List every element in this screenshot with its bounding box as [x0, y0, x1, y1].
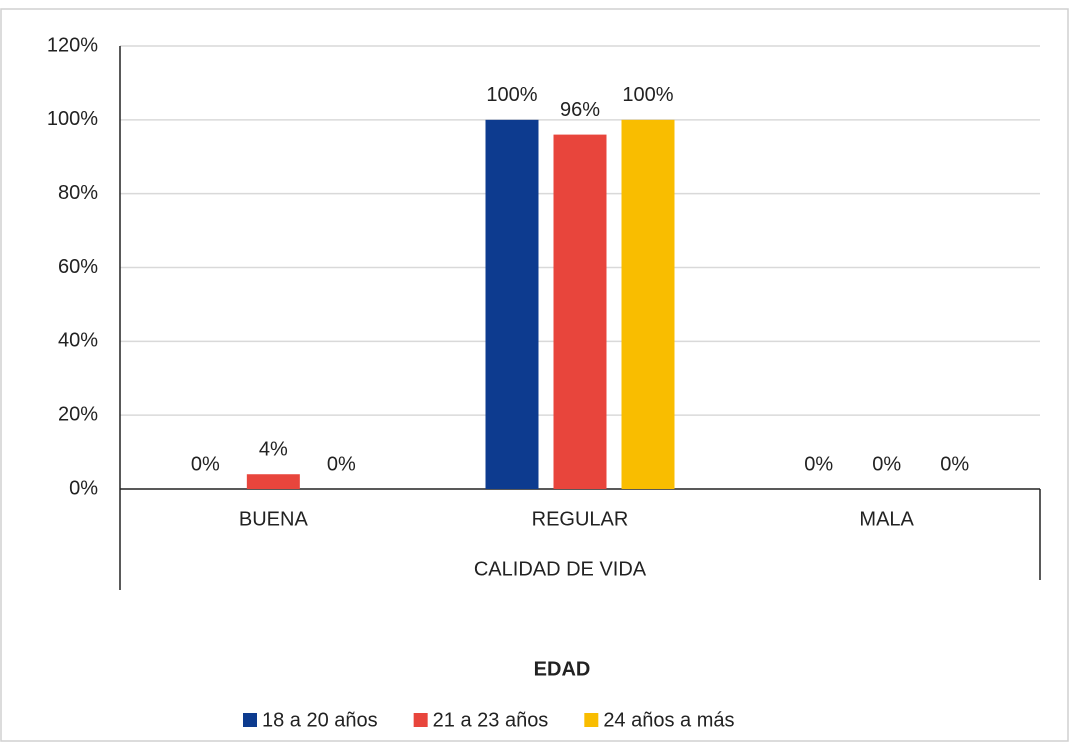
data-label: 0% — [872, 453, 901, 475]
x-tick-label: BUENA — [239, 508, 309, 530]
x-tick-label: REGULAR — [532, 508, 629, 530]
y-tick-label: 80% — [58, 182, 98, 204]
data-label: 0% — [940, 453, 969, 475]
legend-swatch — [243, 713, 257, 727]
y-tick-label: 0% — [69, 477, 98, 499]
bar — [621, 119, 675, 489]
bar — [553, 134, 607, 489]
y-tick-label: 20% — [58, 403, 98, 425]
legend-label: 18 a 20 años — [262, 709, 378, 731]
legend-label: 24 años a más — [603, 709, 734, 731]
bar — [246, 474, 300, 489]
legend-swatch — [584, 713, 599, 727]
x-tick-label: MALA — [859, 508, 914, 530]
data-label: 96% — [560, 99, 600, 121]
y-tick-label: 100% — [47, 108, 98, 130]
legend-title: EDAD — [534, 658, 591, 680]
data-label: 100% — [486, 84, 537, 106]
y-tick-label: 120% — [47, 34, 98, 56]
x-axis-label: CALIDAD DE VIDA — [474, 558, 647, 580]
data-label: 4% — [259, 439, 288, 461]
y-tick-label: 40% — [58, 330, 98, 352]
data-label: 0% — [804, 453, 833, 475]
data-label: 100% — [622, 84, 673, 106]
data-label: 0% — [191, 453, 220, 475]
legend-swatch — [413, 713, 428, 727]
y-tick-label: 60% — [58, 256, 98, 278]
bar — [485, 119, 539, 489]
data-label: 0% — [327, 453, 356, 475]
legend-label: 21 a 23 años — [433, 709, 549, 731]
